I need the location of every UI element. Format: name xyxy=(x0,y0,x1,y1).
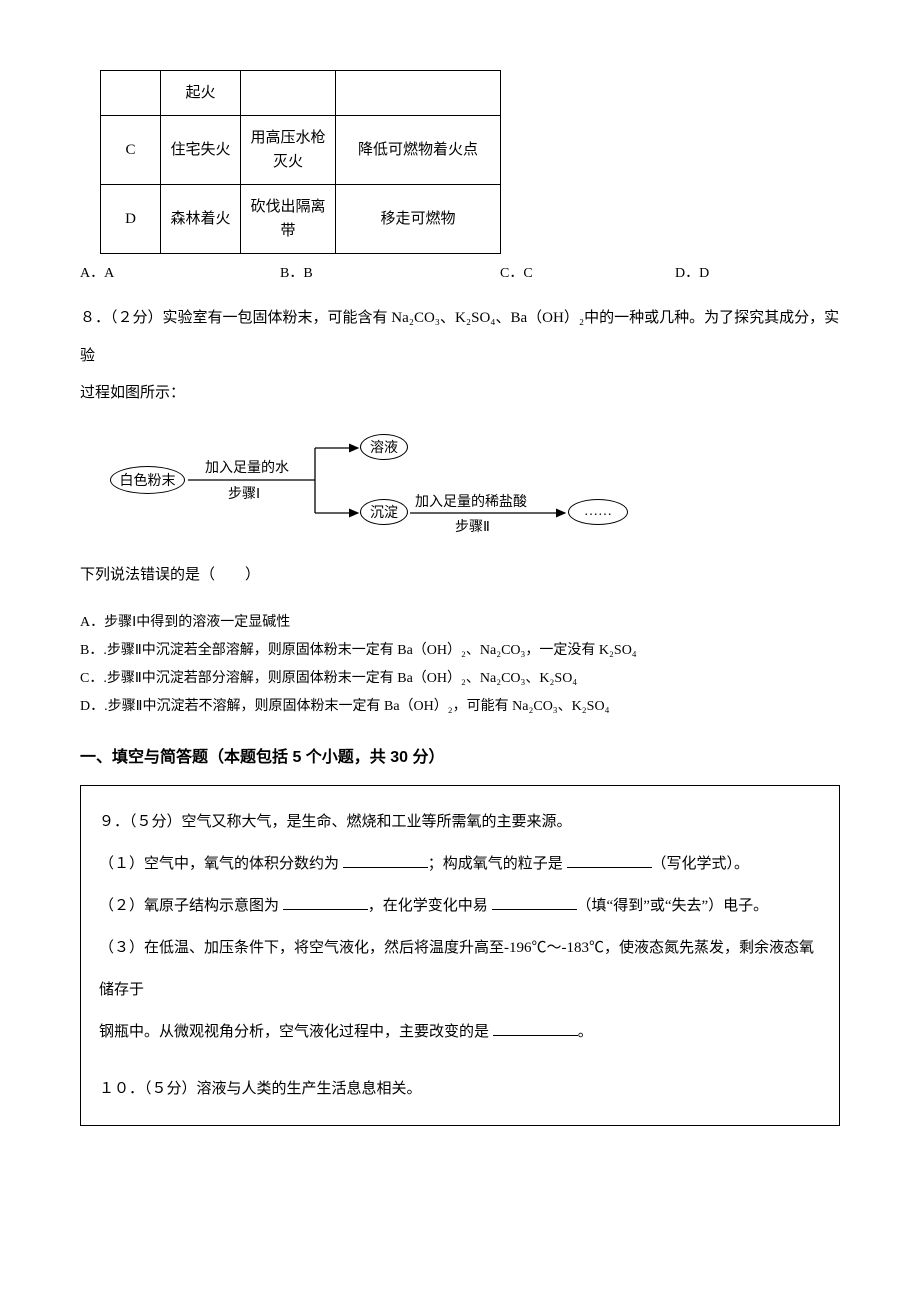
cell-opt: C xyxy=(101,116,161,185)
blank-3 xyxy=(283,896,368,910)
q8-line2: 过程如图所示： xyxy=(80,385,185,401)
table-row: 起火 xyxy=(101,71,501,116)
option-c: C．C xyxy=(500,262,675,282)
q8-prompt: 下列说法错误的是（ ） xyxy=(80,563,840,584)
fire-methods-table: 起火 C 住宅失火 用高压水枪灭火 降低可燃物着火点 D 森林着火 砍伐出隔离带… xyxy=(100,70,501,254)
q8-flow-diagram: 白色粉末 加入足量的水 步骤Ⅰ 溶液 沉淀 加入足量的稀盐酸 步骤Ⅱ xyxy=(110,428,840,548)
cell-method: 砍伐出隔离带 xyxy=(241,185,336,254)
node-dots: …… xyxy=(568,499,628,525)
q9-stem: ９．（５分）空气又称大气，是生命、燃烧和工业等所需氧的主要来源。 xyxy=(99,801,821,843)
table-row: C 住宅失火 用高压水枪灭火 降低可燃物着火点 xyxy=(101,116,501,185)
exam-page: 起火 C 住宅失火 用高压水枪灭火 降低可燃物着火点 D 森林着火 砍伐出隔离带… xyxy=(0,0,920,1166)
blank-1 xyxy=(343,854,428,868)
section-2-title: 一、填空与简答题（本题包括 5 个小题，共 30 分） xyxy=(80,743,840,767)
blank-5 xyxy=(493,1022,578,1036)
option-a: A．A xyxy=(80,262,280,282)
q7-options: A．A B．B C．C D．D xyxy=(80,262,840,282)
q8-option-b: B．.步骤Ⅱ中沉淀若全部溶解，则原固体粉末一定有 Ba（OH）₂、Na₂CO₃，… xyxy=(80,637,840,665)
q8-options: A．步骤Ⅰ中得到的溶液一定显碱性 B．.步骤Ⅱ中沉淀若全部溶解，则原固体粉末一定… xyxy=(80,609,840,721)
node-white-powder: 白色粉末 xyxy=(110,466,185,494)
table-row: D 森林着火 砍伐出隔离带 移走可燃物 xyxy=(101,185,501,254)
q8-stem: ８．（２分）实验室有一包固体粉末，可能含有 Na₂CO₃、K₂SO₄、Ba（OH… xyxy=(80,300,840,413)
cell-method: 用高压水枪灭火 xyxy=(241,116,336,185)
cell-scene: 起火 xyxy=(161,71,241,116)
cell-opt: D xyxy=(101,185,161,254)
cell-principle: 移走可燃物 xyxy=(336,185,501,254)
cell-principle: 降低可燃物着火点 xyxy=(336,116,501,185)
cell-scene: 住宅失火 xyxy=(161,116,241,185)
q9-part1: （１）空气中，氧气的体积分数约为 ；构成氧气的粒子是 （写化学式）。 xyxy=(99,843,821,885)
q8-option-c: C．.步骤Ⅱ中沉淀若部分溶解，则原固体粉末一定有 Ba（OH）₂、Na₂CO₃、… xyxy=(80,665,840,693)
label-step1: 步骤Ⅰ xyxy=(228,486,260,502)
option-b: B．B xyxy=(280,262,500,282)
cell-method xyxy=(241,71,336,116)
option-d: D．D xyxy=(675,262,709,282)
q9-part3a: （３）在低温、加压条件下，将空气液化，然后将温度升高至-196℃～-183℃，使… xyxy=(99,927,821,1011)
label-add-hcl: 加入足量的稀盐酸 xyxy=(415,494,527,510)
cell-scene: 森林着火 xyxy=(161,185,241,254)
q9-part3b: 钢瓶中。从微观视角分析，空气液化过程中，主要改变的是 。 xyxy=(99,1011,821,1053)
blank-2 xyxy=(567,854,652,868)
label-add-water: 加入足量的水 xyxy=(205,460,289,476)
q8-line1: ８．（２分）实验室有一包固体粉末，可能含有 Na₂CO₃、K₂SO₄、Ba（OH… xyxy=(80,310,839,364)
label-step2: 步骤Ⅱ xyxy=(455,519,490,535)
flow-svg: 白色粉末 加入足量的水 步骤Ⅰ 溶液 沉淀 加入足量的稀盐酸 步骤Ⅱ xyxy=(110,428,640,543)
fill-in-box: ９．（５分）空气又称大气，是生命、燃烧和工业等所需氧的主要来源。 （１）空气中，… xyxy=(80,785,840,1126)
q8-option-d: D．.步骤Ⅱ中沉淀若不溶解，则原固体粉末一定有 Ba（OH）₂，可能有 Na₂C… xyxy=(80,693,840,721)
blank-4 xyxy=(492,896,577,910)
q8-option-a: A．步骤Ⅰ中得到的溶液一定显碱性 xyxy=(80,609,840,637)
cell-principle xyxy=(336,71,501,116)
node-solution: 溶液 xyxy=(360,434,408,460)
q10-stem: １０．（５分）溶液与人类的生产生活息息相关。 xyxy=(99,1068,821,1110)
q9-part2: （２）氧原子结构示意图为 ，在化学变化中易 （填“得到”或“失去”）电子。 xyxy=(99,885,821,927)
node-precipitate: 沉淀 xyxy=(360,499,408,525)
cell-opt xyxy=(101,71,161,116)
